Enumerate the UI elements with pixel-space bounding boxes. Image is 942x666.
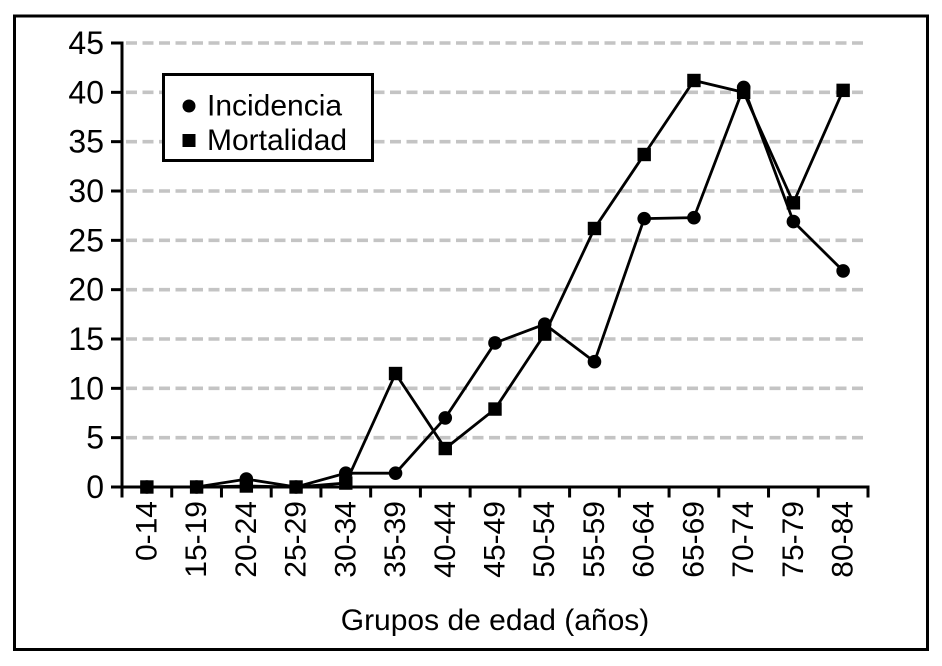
marker-circle (637, 211, 651, 226)
marker-square (239, 479, 254, 493)
marker-square (836, 83, 850, 98)
y-tick-label: 5 (86, 420, 104, 456)
x-tick-label: 70-74 (727, 501, 760, 578)
y-tick-label: 30 (68, 173, 104, 209)
legend-label: Incidencia (207, 90, 342, 123)
marker-square (140, 480, 154, 494)
marker-circle (836, 264, 850, 278)
marker-square (637, 147, 651, 162)
marker-square (339, 476, 353, 490)
series-mortalidad (140, 73, 850, 494)
x-tick-label: 50-54 (528, 501, 561, 578)
y-tick-label: 35 (68, 124, 104, 160)
y-axis: 0 5 10 15 20 25 30 35 40 45 (68, 25, 124, 505)
y-tick-label: 20 (68, 272, 104, 308)
marker-circle (587, 354, 602, 369)
y-tick-label: 40 (68, 74, 104, 110)
y-tick-label: 10 (68, 370, 104, 406)
y-tick-label: 45 (68, 25, 104, 61)
marker-square (438, 441, 452, 456)
marker-square (538, 327, 552, 341)
x-tick-label: 30-34 (329, 501, 362, 578)
legend-box (162, 73, 374, 162)
x-axis-title: Grupos de edad (años) (341, 604, 650, 637)
marker-square (388, 366, 403, 381)
x-tick-label: 35-39 (379, 501, 412, 578)
marker-circle (438, 411, 453, 425)
x-tick-label: 80-84 (827, 501, 860, 578)
marker-square (289, 480, 303, 494)
legend-marker-square (182, 134, 196, 147)
x-tick-label: 55-59 (578, 501, 611, 578)
marker-square (587, 221, 602, 236)
x-tick-label: 75-79 (777, 501, 810, 578)
y-tick-label: 25 (68, 222, 104, 258)
figure-border (13, 14, 929, 651)
marker-circle (687, 210, 701, 225)
x-tick-label: 0-14 (130, 501, 163, 561)
x-tick-label: 45-49 (479, 501, 512, 578)
legend-label: Mortalidad (207, 124, 347, 157)
x-tick-label: 40-44 (429, 501, 462, 578)
x-tick-label: 20-24 (230, 501, 263, 578)
marker-square (488, 402, 502, 416)
x-tick-label: 60-64 (628, 501, 661, 578)
marker-square (687, 73, 701, 88)
marker-square (736, 85, 751, 100)
y-tick-label: 15 (68, 321, 104, 357)
x-tick-label: 65-69 (677, 501, 710, 578)
marker-circle (388, 466, 403, 480)
x-axis: 0-14 15-19 20-24 25-29 30-34 35-39 40-44 45-49 5… (120, 485, 870, 578)
y-tick-label: 0 (86, 469, 104, 505)
x-tick-label: 15-19 (180, 501, 213, 578)
marker-square (189, 480, 204, 494)
x-tick-label: 25-29 (280, 501, 313, 578)
legend-marker-circle (182, 99, 196, 113)
marker-circle (488, 336, 502, 350)
marker-square (786, 196, 801, 210)
marker-circle (786, 214, 801, 229)
